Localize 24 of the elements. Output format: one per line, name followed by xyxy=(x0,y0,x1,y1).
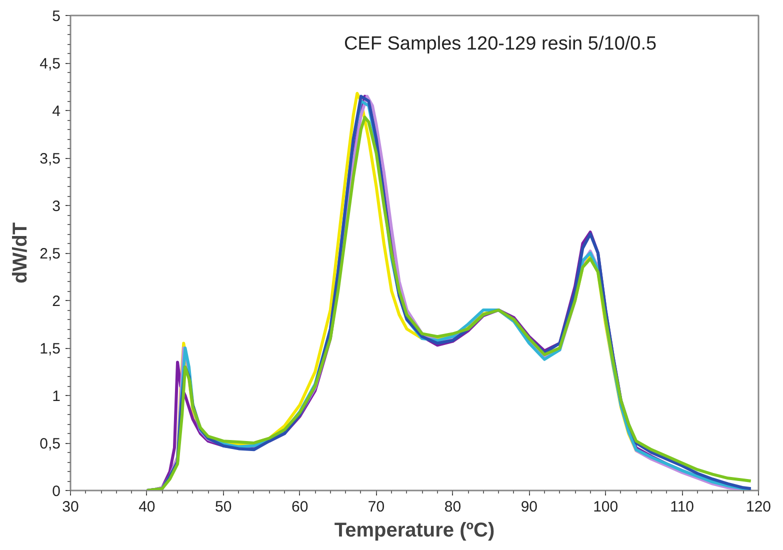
x-tick-label: 40 xyxy=(138,498,156,516)
y-tick-label: 0 xyxy=(52,483,60,500)
x-tick-label: 110 xyxy=(670,498,694,516)
x-tick-label: 50 xyxy=(215,498,232,516)
x-tick-label: 30 xyxy=(62,498,79,516)
y-tick-label: 0,5 xyxy=(40,436,61,452)
y-tick-label: 3 xyxy=(52,198,60,215)
y-tick-label: 4 xyxy=(52,103,60,120)
y-tick-label: 5 xyxy=(52,8,60,25)
x-tick-label: 70 xyxy=(368,498,385,516)
x-tick-label: 80 xyxy=(444,498,462,516)
y-tick-label: 4,5 xyxy=(40,56,61,72)
x-tick-label: 60 xyxy=(291,498,308,516)
y-tick-label: 2,5 xyxy=(40,246,61,262)
y-axis-title: dW/dT xyxy=(10,222,32,284)
x-tick-label: 90 xyxy=(520,498,538,516)
x-tick-label: 120 xyxy=(746,498,772,516)
y-tick-label: 1 xyxy=(52,388,60,405)
x-axis-title: Temperature (ºC) xyxy=(334,520,495,542)
y-tick-label: 2 xyxy=(52,293,60,310)
y-tick-label: 1,5 xyxy=(40,340,61,358)
x-tick-label: 100 xyxy=(593,498,618,516)
text: CEF Samples 120-129 resin 5/10/0.5 xyxy=(344,34,657,54)
y-tick-label: 3,5 xyxy=(40,150,61,168)
